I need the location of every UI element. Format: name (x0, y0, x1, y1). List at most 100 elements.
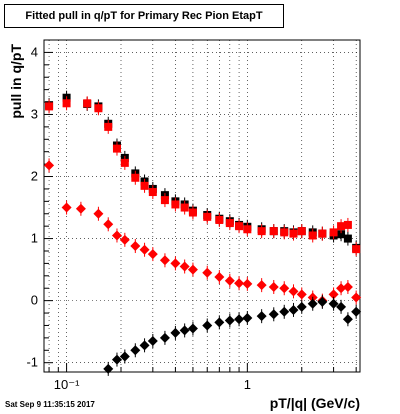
y-tick-label: 2 (31, 169, 38, 184)
y-tick-label: 0 (31, 293, 38, 308)
data-point-diamond (179, 261, 190, 272)
y-tick-label: 4 (31, 44, 38, 59)
data-point-square (94, 104, 103, 113)
data-point-square (235, 222, 244, 231)
data-point-diamond (111, 354, 122, 365)
data-point-diamond (202, 320, 213, 331)
data-point-diamond (159, 255, 170, 266)
data-point-square (140, 181, 149, 190)
data-point-diamond (296, 289, 307, 300)
data-point-square (308, 231, 317, 240)
data-point-diamond (328, 289, 339, 300)
data-point-square (337, 230, 346, 239)
data-point-square (171, 200, 180, 209)
data-point-square (289, 229, 298, 238)
data-point-diamond (187, 323, 198, 334)
data-point-diamond (336, 301, 347, 312)
y-tick-label: 3 (31, 106, 38, 121)
data-point-diamond (214, 272, 225, 283)
data-point-square (45, 102, 54, 111)
data-point-diamond (256, 311, 267, 322)
data-point-diamond (159, 332, 170, 343)
data-point-diamond (147, 249, 158, 260)
y-axis-label: pull in q/pT (8, 44, 24, 119)
data-point-square (148, 188, 157, 197)
data-point-diamond (351, 306, 362, 317)
data-point-diamond (288, 304, 299, 315)
data-point-square (318, 229, 327, 238)
data-point-diamond (336, 283, 347, 294)
data-point-square (269, 227, 278, 236)
data-point-diamond (44, 160, 55, 171)
data-point-diamond (317, 296, 328, 307)
data-point-square (280, 228, 289, 237)
data-point-diamond (119, 351, 130, 362)
data-point-diamond (234, 314, 245, 325)
data-point-diamond (224, 315, 235, 326)
x-axis-label: pT/|q| (GeV/c) (270, 395, 360, 411)
data-point-diamond (103, 363, 114, 374)
data-point-diamond (288, 286, 299, 297)
data-point-square (120, 158, 129, 167)
data-point-diamond (179, 325, 190, 336)
data-point-square (83, 99, 92, 108)
data-point-square (131, 173, 140, 182)
chart-title: Fitted pull in q/pT for Primary Rec Pion… (4, 4, 284, 28)
data-point-diamond (93, 208, 104, 219)
data-point-square (343, 220, 352, 229)
data-point-diamond (279, 283, 290, 294)
data-point-diamond (351, 292, 362, 303)
data-point-diamond (307, 298, 318, 309)
data-point-square (215, 215, 224, 224)
data-point-square (257, 227, 266, 236)
data-point-square (160, 196, 169, 205)
data-point-square (104, 122, 113, 131)
data-point-diamond (296, 301, 307, 312)
data-point-diamond (242, 313, 253, 324)
data-point-diamond (187, 264, 198, 275)
data-point-diamond (234, 278, 245, 289)
data-point-square (203, 212, 212, 221)
data-point-diamond (170, 258, 181, 269)
data-point-diamond (111, 230, 122, 241)
data-point-diamond (224, 275, 235, 286)
data-point-square (329, 228, 338, 237)
data-point-diamond (147, 335, 158, 346)
timestamp-footer: Sat Sep 9 11:35:15 2017 (5, 400, 95, 409)
data-point-diamond (328, 298, 339, 309)
data-point-diamond (256, 280, 267, 291)
x-tick-label: 10⁻¹ (54, 377, 80, 392)
data-point-diamond (139, 244, 150, 255)
data-point-diamond (130, 241, 141, 252)
y-tick-label: 1 (31, 231, 38, 246)
data-point-square (225, 219, 234, 228)
data-point-diamond (202, 267, 213, 278)
data-point-square (297, 227, 306, 236)
y-tick-label: -1 (26, 355, 38, 370)
data-point-diamond (242, 278, 253, 289)
data-point-square (188, 208, 197, 217)
data-point-diamond (119, 234, 130, 245)
data-point-diamond (139, 340, 150, 351)
data-point-square (180, 203, 189, 212)
data-point-diamond (268, 309, 279, 320)
data-point-diamond (279, 306, 290, 317)
data-point-diamond (170, 327, 181, 338)
data-point-diamond (342, 281, 353, 292)
data-point-diamond (130, 345, 141, 356)
data-point-diamond (214, 317, 225, 328)
data-point-square (243, 225, 252, 234)
data-point-square (352, 245, 361, 254)
data-point-square (337, 222, 346, 231)
data-point-square (62, 99, 71, 108)
plot-frame (43, 39, 361, 373)
x-tick-label: 1 (244, 377, 251, 392)
data-point-diamond (268, 281, 279, 292)
data-point-square (112, 144, 121, 153)
data-point-diamond (103, 219, 114, 230)
data-point-diamond (75, 203, 86, 214)
data-point-diamond (342, 314, 353, 325)
data-point-diamond (61, 202, 72, 213)
